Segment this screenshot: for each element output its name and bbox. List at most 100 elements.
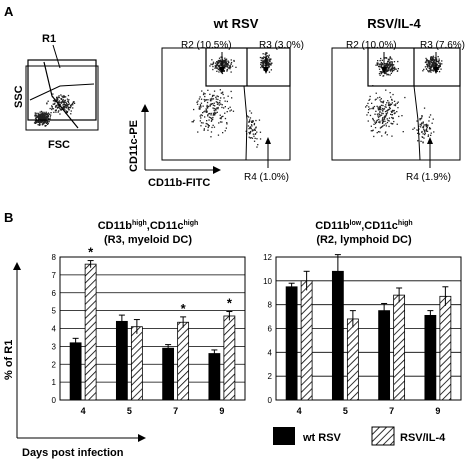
event-dot bbox=[262, 63, 265, 65]
event-dot bbox=[420, 140, 422, 142]
event-dot bbox=[226, 100, 228, 103]
event-dot bbox=[67, 100, 69, 102]
event-dot bbox=[235, 66, 237, 68]
event-dot bbox=[438, 62, 440, 64]
event-dot bbox=[41, 111, 43, 113]
event-dot bbox=[59, 113, 61, 115]
flow-plot-il4: RSV/IL-4 R2 (10.0%) R3 (7.6%) R4 (1.9%) bbox=[331, 16, 465, 183]
event-dot bbox=[60, 101, 62, 103]
event-dot bbox=[45, 111, 47, 113]
event-dot bbox=[47, 100, 49, 102]
event-dot bbox=[267, 61, 269, 63]
event-dot bbox=[219, 117, 221, 119]
event-dot bbox=[253, 129, 255, 131]
event-dot bbox=[221, 104, 223, 106]
event-dot bbox=[253, 122, 256, 125]
event-dot bbox=[374, 127, 377, 129]
event-dot bbox=[249, 110, 251, 112]
event-dot bbox=[421, 131, 423, 133]
event-dot bbox=[196, 101, 198, 103]
event-dot bbox=[381, 71, 384, 73]
event-dot bbox=[39, 123, 41, 125]
event-dot bbox=[386, 57, 388, 59]
event-dot bbox=[223, 65, 226, 67]
event-dot bbox=[266, 60, 268, 63]
event-dot bbox=[421, 115, 423, 118]
event-dot bbox=[379, 105, 381, 107]
event-dot bbox=[376, 119, 379, 121]
event-dot bbox=[231, 97, 233, 99]
gate-plot: R1 SSC FSC bbox=[13, 33, 99, 151]
event-dot bbox=[216, 107, 218, 109]
event-dot bbox=[370, 130, 372, 132]
event-dot bbox=[218, 68, 220, 71]
event-dot bbox=[218, 122, 220, 124]
event-dot bbox=[35, 114, 37, 116]
event-dot bbox=[220, 118, 222, 120]
event-dot bbox=[379, 127, 382, 129]
event-dot bbox=[380, 114, 383, 116]
event-dot bbox=[209, 112, 211, 115]
event-dot bbox=[429, 66, 432, 69]
event-dot bbox=[436, 65, 438, 67]
y-tick-label: 4 bbox=[52, 325, 57, 334]
event-dot bbox=[50, 114, 52, 116]
event-dot bbox=[67, 108, 69, 110]
event-dot bbox=[389, 57, 391, 59]
event-dot bbox=[60, 97, 62, 100]
event-dot bbox=[41, 124, 44, 126]
event-dot bbox=[226, 111, 228, 113]
event-dot bbox=[65, 101, 67, 103]
event-dot bbox=[248, 136, 250, 138]
event-dot bbox=[260, 66, 262, 69]
event-dot bbox=[437, 56, 439, 58]
event-dot bbox=[425, 59, 428, 62]
event-dot bbox=[208, 125, 210, 127]
event-dot bbox=[438, 66, 440, 68]
event-dot bbox=[421, 130, 423, 133]
event-dot bbox=[199, 107, 201, 109]
event-dot bbox=[209, 99, 212, 102]
event-dot bbox=[211, 119, 213, 121]
bar-wt bbox=[424, 314, 437, 401]
event-dot bbox=[387, 73, 389, 75]
event-dot bbox=[219, 121, 222, 123]
event-dot bbox=[271, 62, 273, 64]
event-dot bbox=[210, 117, 213, 120]
event-dot bbox=[37, 114, 39, 117]
event-dot bbox=[388, 117, 391, 119]
event-dot bbox=[60, 102, 63, 104]
event-dot bbox=[424, 133, 426, 136]
event-dot bbox=[432, 118, 434, 120]
gate-r1-box bbox=[27, 59, 97, 121]
event-dot bbox=[220, 62, 222, 64]
event-dot bbox=[264, 65, 266, 67]
event-dot bbox=[377, 97, 379, 99]
event-dot bbox=[38, 118, 40, 120]
event-dot bbox=[428, 70, 430, 72]
event-dot bbox=[213, 113, 215, 115]
event-dot bbox=[44, 125, 46, 127]
event-dot bbox=[40, 114, 42, 116]
event-dot bbox=[429, 64, 431, 66]
event-dot bbox=[210, 136, 212, 138]
event-dot bbox=[391, 98, 393, 101]
event-dot bbox=[378, 63, 380, 65]
event-dot bbox=[212, 98, 215, 100]
event-dot bbox=[58, 96, 60, 99]
event-dot bbox=[425, 125, 427, 128]
event-dot bbox=[427, 70, 429, 72]
event-dot bbox=[431, 122, 433, 124]
event-dot bbox=[388, 106, 391, 108]
event-dot bbox=[221, 106, 223, 109]
event-dot bbox=[213, 94, 215, 97]
event-dot bbox=[38, 124, 40, 126]
y-tick-label: 8 bbox=[52, 253, 57, 262]
event-dot bbox=[433, 61, 435, 64]
event-dot bbox=[378, 68, 381, 70]
event-dot bbox=[390, 103, 393, 106]
event-dot bbox=[378, 109, 380, 111]
event-dot bbox=[438, 65, 440, 67]
event-dot bbox=[35, 120, 37, 122]
event-dot bbox=[199, 115, 201, 117]
